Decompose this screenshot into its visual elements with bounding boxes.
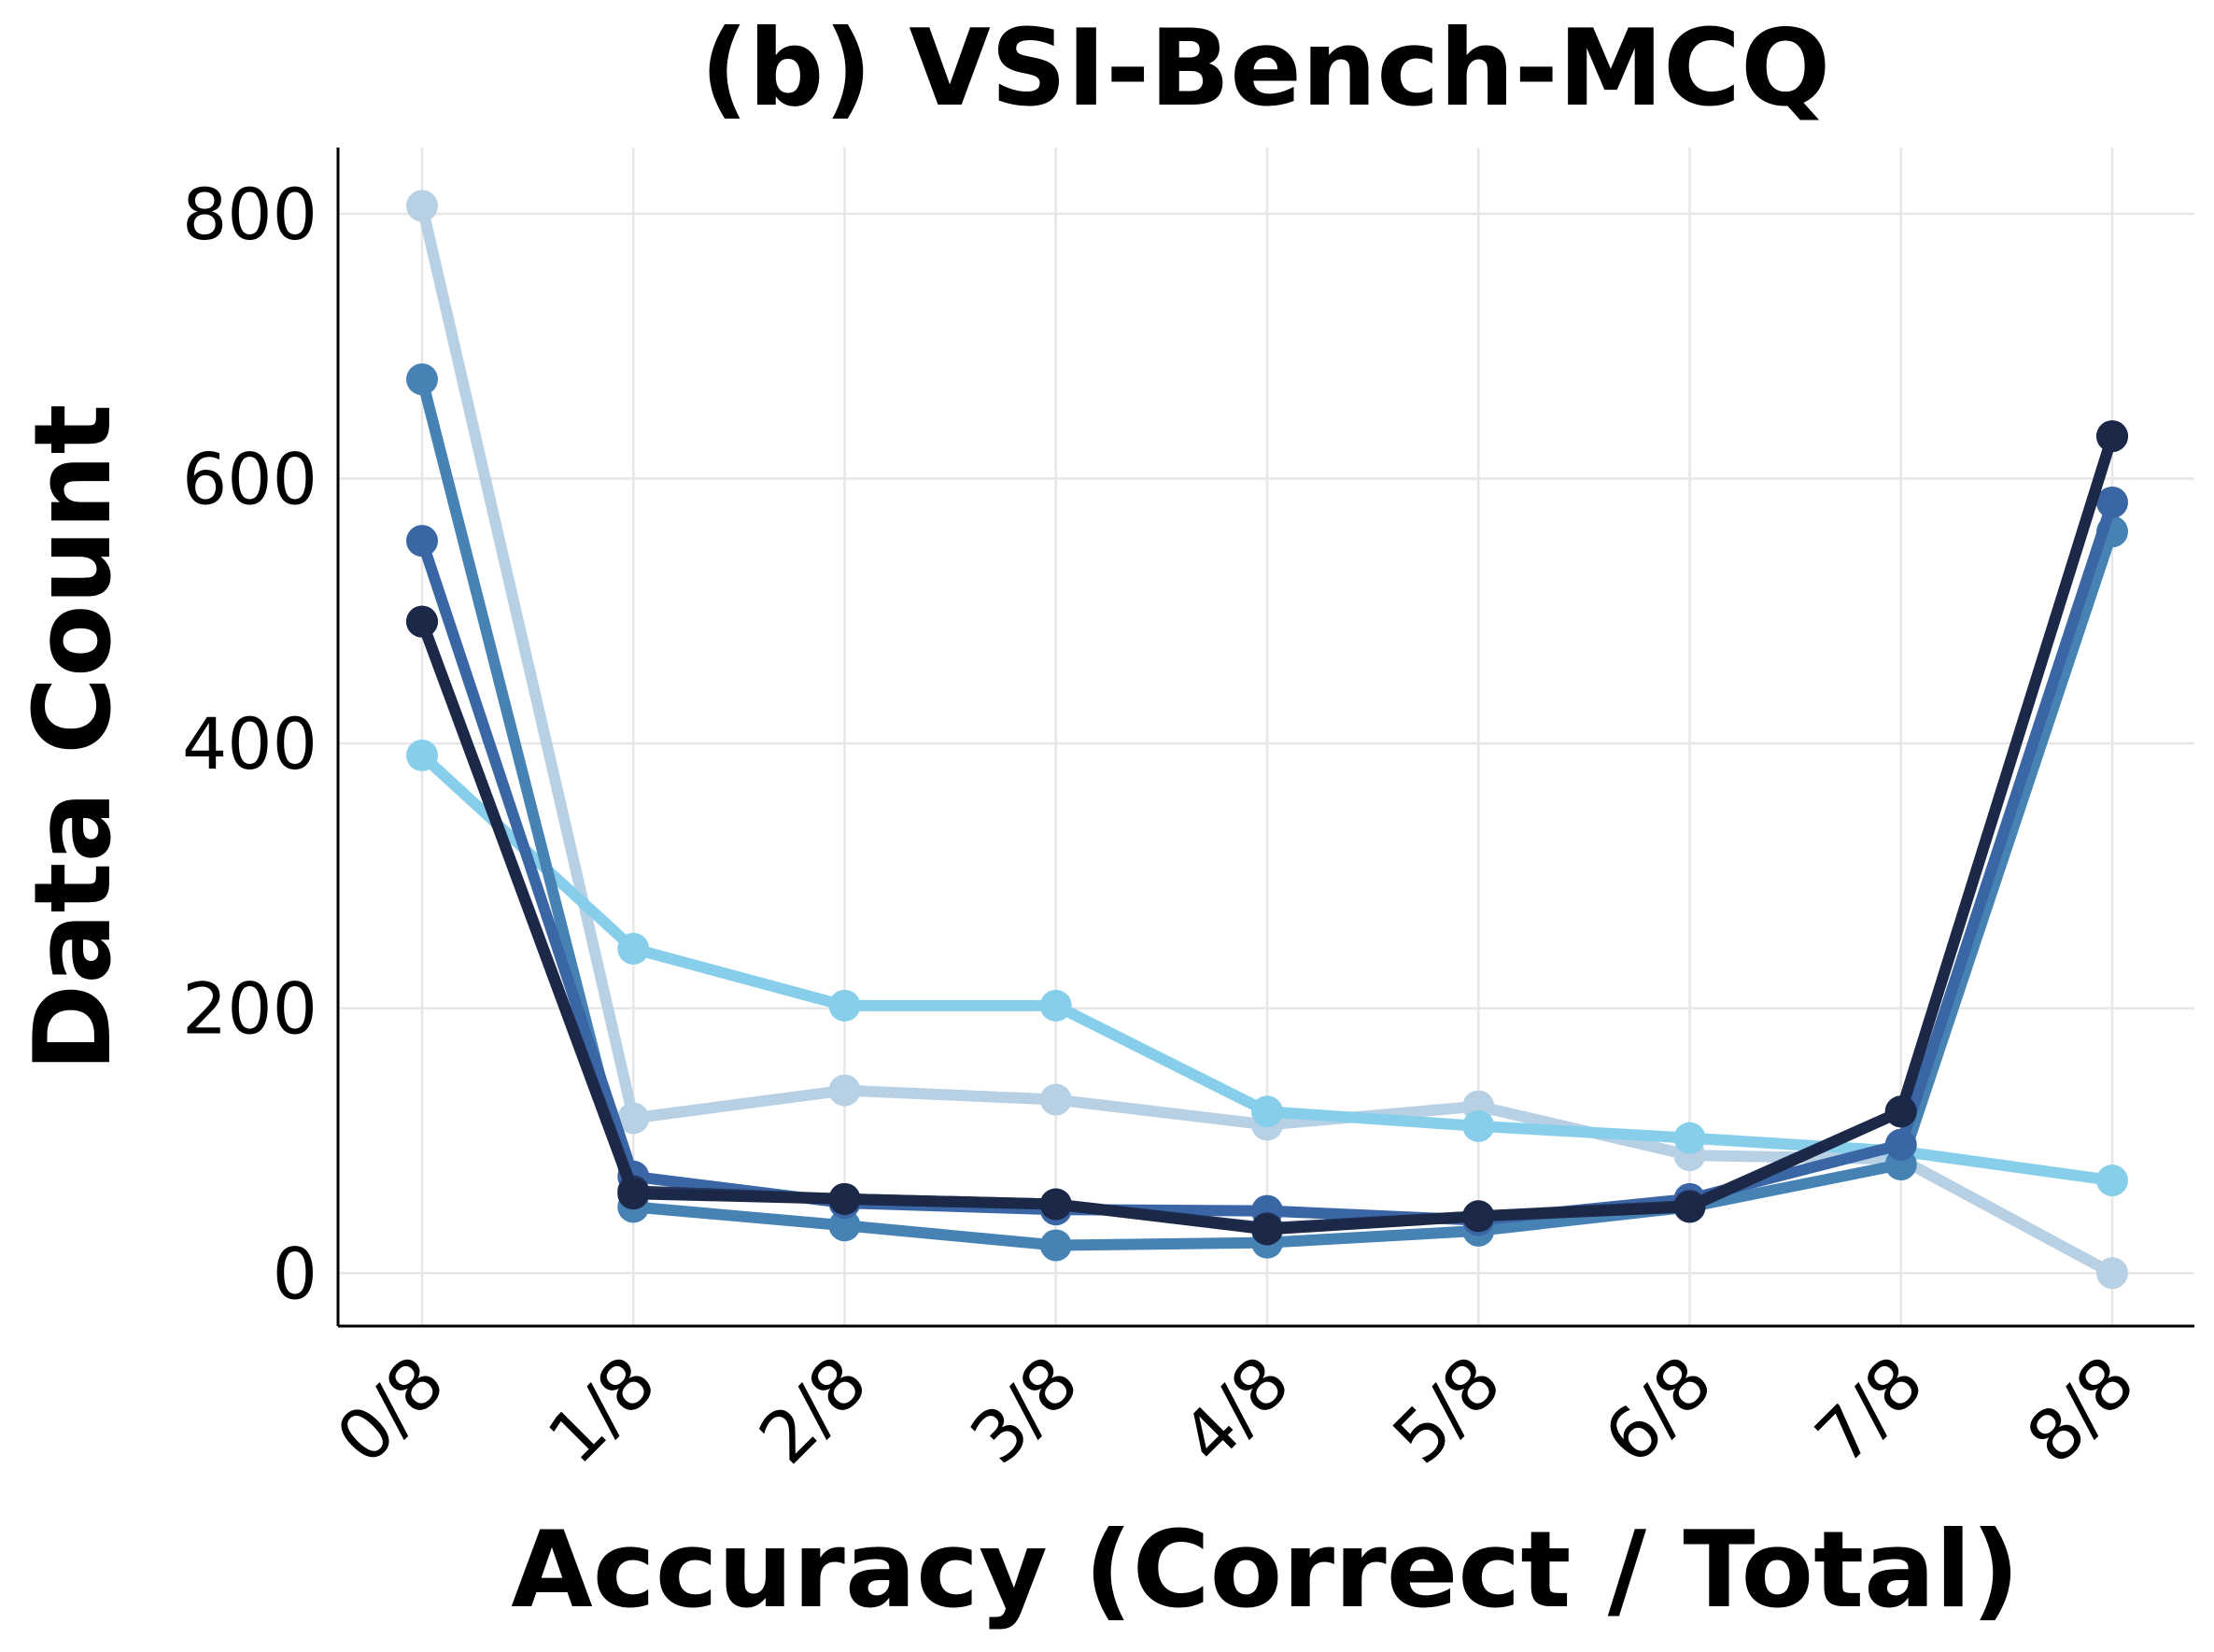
data-point [828,1209,861,1242]
x-tick-label: 6/8 [1588,1340,1727,1479]
data-point [1039,1083,1072,1116]
data-point [2096,1257,2128,1290]
series-6 [406,420,2128,1246]
x-tick-label: 8/8 [2010,1340,2150,1479]
data-point [617,1178,650,1210]
x-tick-label: 0/8 [320,1340,459,1479]
data-point [1251,1095,1283,1128]
axes [336,148,2194,1328]
y-axis-label: Data Count [11,403,134,1071]
data-point [1884,1095,1917,1128]
x-tick-label: 3/8 [954,1340,1093,1479]
data-point [2096,420,2128,453]
data-point [1673,1191,1706,1223]
data-point [406,739,438,771]
x-tick-label: 5/8 [1377,1340,1516,1479]
x-axis-label: Accuracy (Correct / Total) [511,1508,2019,1631]
x-tick-label: 2/8 [743,1340,882,1479]
data-point [406,525,438,558]
series-lines [406,190,2128,1290]
data-point [828,1182,861,1215]
y-tick-label: 0 [273,1232,317,1315]
data-point [406,190,438,222]
y-tick-labels: 0 200 400 600 800 [182,173,317,1315]
data-point [406,605,438,638]
data-point [617,1102,650,1135]
data-point [1039,989,1072,1022]
x-tick-label: 4/8 [1165,1340,1304,1479]
y-tick-label: 200 [182,967,317,1051]
data-point [828,1074,861,1107]
y-tick-label: 800 [182,173,317,256]
data-point [1462,1200,1495,1233]
data-point [1884,1128,1917,1161]
data-point [406,363,438,396]
x-tick-label: 1/8 [532,1340,671,1479]
data-point [1251,1213,1283,1246]
data-point [2096,487,2128,519]
data-point [828,989,861,1022]
data-point [1673,1122,1706,1154]
chart-title: (b) VSI-Bench-MCQ [700,7,1830,130]
y-tick-label: 600 [182,437,317,520]
y-tick-label: 400 [182,702,317,785]
data-point [1039,1229,1072,1262]
x-tick-label: 7/8 [1799,1340,1939,1479]
data-point [2096,1165,2128,1197]
data-point [1039,1188,1072,1221]
data-point [617,932,650,965]
data-point [1462,1109,1495,1142]
x-tick-labels: 0/8 1/8 2/8 3/8 4/8 5/8 6/8 7/8 8/8 [320,1340,2150,1479]
